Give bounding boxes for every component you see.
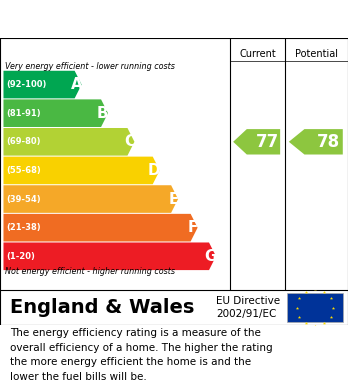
Polygon shape: [3, 71, 81, 99]
Polygon shape: [3, 185, 178, 213]
Polygon shape: [3, 242, 216, 270]
Text: Potential: Potential: [295, 49, 338, 59]
Text: Very energy efficient - lower running costs: Very energy efficient - lower running co…: [5, 62, 175, 71]
Polygon shape: [3, 214, 198, 242]
Text: D: D: [148, 163, 160, 178]
Text: B: B: [97, 106, 109, 121]
Text: (92-100): (92-100): [6, 80, 47, 89]
Text: (55-68): (55-68): [6, 166, 41, 175]
Text: F: F: [188, 220, 198, 235]
FancyBboxPatch shape: [287, 293, 343, 322]
Polygon shape: [233, 129, 280, 154]
Polygon shape: [3, 157, 160, 184]
Text: (69-80): (69-80): [6, 137, 41, 146]
Text: 78: 78: [316, 133, 340, 151]
Polygon shape: [3, 128, 134, 156]
Text: (1-20): (1-20): [6, 252, 35, 261]
Text: EU Directive
2002/91/EC: EU Directive 2002/91/EC: [216, 296, 280, 319]
Text: England & Wales: England & Wales: [10, 298, 195, 317]
Text: Not energy efficient - higher running costs: Not energy efficient - higher running co…: [5, 267, 175, 276]
Text: A: A: [71, 77, 82, 92]
Text: (81-91): (81-91): [6, 109, 41, 118]
Text: 77: 77: [256, 133, 279, 151]
Text: (21-38): (21-38): [6, 223, 41, 232]
Polygon shape: [289, 129, 343, 154]
Text: Current: Current: [239, 49, 276, 59]
Text: Energy Efficiency Rating: Energy Efficiency Rating: [10, 10, 251, 28]
Text: (39-54): (39-54): [6, 195, 41, 204]
Text: The energy efficiency rating is a measure of the
overall efficiency of a home. T: The energy efficiency rating is a measur…: [10, 328, 273, 382]
Text: G: G: [204, 249, 217, 264]
Polygon shape: [3, 99, 108, 127]
Text: C: C: [124, 134, 135, 149]
Text: E: E: [168, 192, 179, 206]
